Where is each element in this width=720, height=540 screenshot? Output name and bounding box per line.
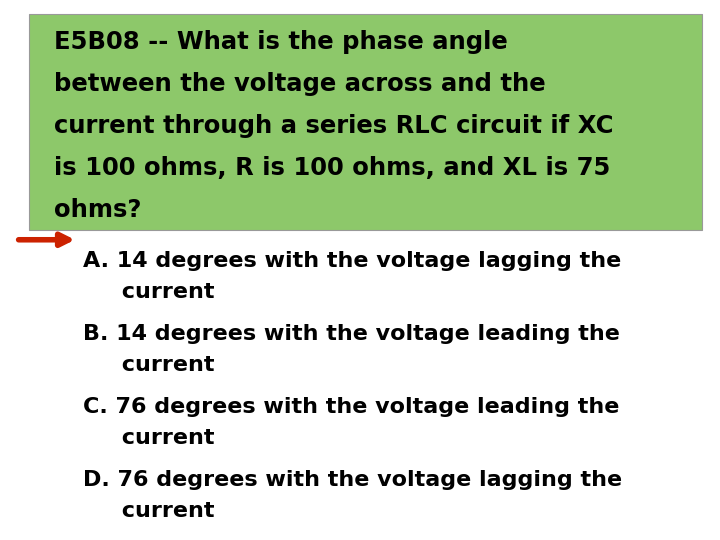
Text: ohms?: ohms?: [54, 198, 142, 222]
Text: E5B08 -- What is the phase angle: E5B08 -- What is the phase angle: [54, 30, 508, 53]
Text: current: current: [83, 501, 215, 521]
Text: between the voltage across and the: between the voltage across and the: [54, 72, 546, 96]
Text: B. 14 degrees with the voltage leading the: B. 14 degrees with the voltage leading t…: [83, 324, 620, 344]
Text: current: current: [83, 428, 215, 448]
Text: C. 76 degrees with the voltage leading the: C. 76 degrees with the voltage leading t…: [83, 397, 619, 417]
FancyBboxPatch shape: [29, 14, 702, 229]
Text: current: current: [83, 282, 215, 302]
Text: current through a series RLC circuit if XC: current through a series RLC circuit if …: [54, 114, 613, 138]
Text: is 100 ohms, R is 100 ohms, and XL is 75: is 100 ohms, R is 100 ohms, and XL is 75: [54, 156, 611, 180]
Text: A. 14 degrees with the voltage lagging the: A. 14 degrees with the voltage lagging t…: [83, 251, 621, 271]
Text: D. 76 degrees with the voltage lagging the: D. 76 degrees with the voltage lagging t…: [83, 470, 622, 490]
Text: current: current: [83, 355, 215, 375]
